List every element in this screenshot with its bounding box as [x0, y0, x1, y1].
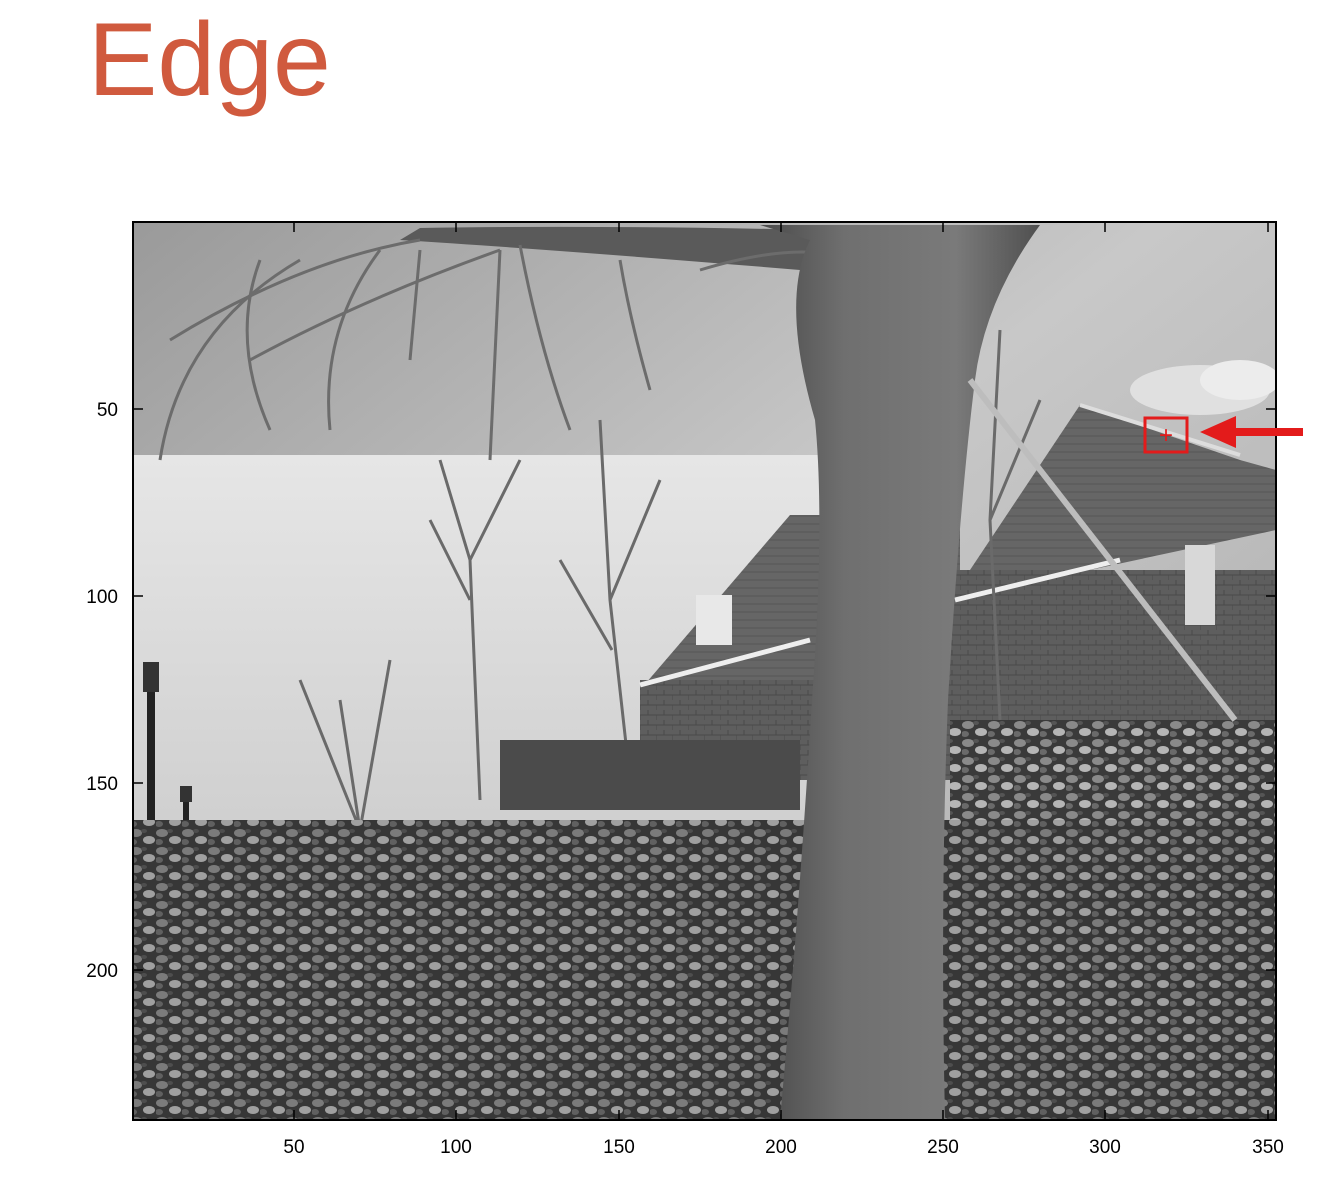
y-tick-label: 200 [86, 961, 118, 982]
background-trees [298, 329, 1042, 831]
x-tick-label: 100 [440, 1137, 472, 1158]
overhanging-branch [158, 226, 851, 461]
arrow-icon [1200, 416, 1303, 448]
axis-ticks [133, 222, 1276, 1120]
y-tick-label: 100 [86, 587, 118, 608]
x-tick-label: 200 [765, 1137, 797, 1158]
axes-frame [132, 221, 1277, 1121]
x-tick-label: 50 [283, 1137, 304, 1158]
x-tick-label: 300 [1089, 1137, 1121, 1158]
highlight-marker: + [1143, 416, 1189, 454]
x-tick-label: 150 [603, 1137, 635, 1158]
y-tick-labels: 50 100 150 200 [86, 400, 118, 982]
y-tick-label: 150 [86, 774, 118, 795]
x-tick-labels: 50 100 150 200 250 300 350 [283, 1137, 1283, 1158]
y-tick-label: 50 [97, 400, 118, 421]
slide-title: Edge [88, 2, 331, 118]
crosshair-marker: + [1159, 422, 1173, 449]
highlight-box [1143, 416, 1189, 454]
x-tick-label: 250 [927, 1137, 959, 1158]
x-tick-label: 350 [1252, 1137, 1284, 1158]
photo [133, 222, 1276, 1120]
tree-trunk [760, 225, 1040, 1120]
